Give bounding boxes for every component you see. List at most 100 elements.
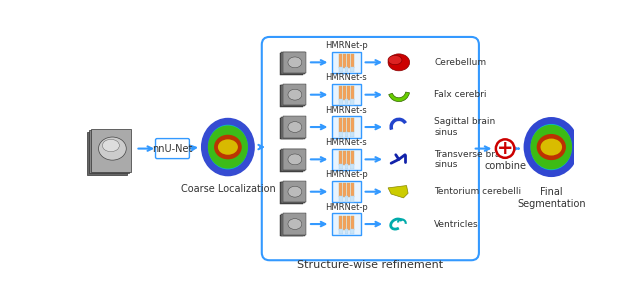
FancyBboxPatch shape: [332, 181, 361, 202]
Circle shape: [496, 139, 515, 158]
FancyBboxPatch shape: [343, 216, 346, 230]
FancyBboxPatch shape: [280, 215, 303, 236]
Text: +: +: [497, 139, 513, 158]
FancyBboxPatch shape: [262, 37, 479, 260]
FancyBboxPatch shape: [91, 129, 131, 172]
FancyBboxPatch shape: [351, 151, 355, 165]
Text: Falx cerebri: Falx cerebri: [435, 90, 487, 99]
Ellipse shape: [214, 135, 242, 159]
FancyBboxPatch shape: [350, 99, 354, 105]
FancyBboxPatch shape: [283, 116, 306, 138]
FancyBboxPatch shape: [283, 52, 306, 73]
Ellipse shape: [208, 125, 248, 169]
FancyBboxPatch shape: [282, 85, 305, 106]
FancyBboxPatch shape: [332, 213, 361, 235]
Ellipse shape: [288, 89, 302, 100]
FancyBboxPatch shape: [343, 86, 346, 100]
Ellipse shape: [288, 186, 302, 197]
FancyBboxPatch shape: [350, 229, 354, 234]
FancyBboxPatch shape: [332, 116, 361, 138]
FancyBboxPatch shape: [343, 183, 346, 197]
FancyBboxPatch shape: [343, 151, 346, 165]
FancyBboxPatch shape: [332, 149, 361, 170]
FancyBboxPatch shape: [343, 54, 346, 68]
Ellipse shape: [218, 139, 238, 155]
FancyBboxPatch shape: [280, 53, 303, 75]
FancyBboxPatch shape: [351, 216, 355, 230]
FancyBboxPatch shape: [89, 130, 129, 173]
Text: Tentorium cerebelli: Tentorium cerebelli: [435, 187, 522, 196]
FancyBboxPatch shape: [351, 183, 355, 197]
FancyBboxPatch shape: [347, 183, 350, 197]
FancyBboxPatch shape: [332, 84, 361, 106]
FancyBboxPatch shape: [280, 150, 303, 172]
FancyBboxPatch shape: [283, 181, 306, 202]
FancyBboxPatch shape: [283, 149, 306, 170]
FancyBboxPatch shape: [339, 151, 342, 165]
FancyBboxPatch shape: [339, 216, 342, 230]
Ellipse shape: [531, 124, 572, 170]
Text: HMRNet-p: HMRNet-p: [325, 203, 368, 212]
Ellipse shape: [388, 54, 410, 71]
FancyBboxPatch shape: [344, 196, 348, 202]
Ellipse shape: [99, 137, 126, 160]
Polygon shape: [388, 186, 408, 198]
FancyBboxPatch shape: [282, 149, 305, 171]
FancyBboxPatch shape: [332, 52, 361, 73]
FancyBboxPatch shape: [282, 117, 305, 139]
FancyBboxPatch shape: [280, 86, 303, 107]
FancyBboxPatch shape: [339, 229, 343, 234]
Ellipse shape: [531, 125, 572, 169]
FancyBboxPatch shape: [339, 54, 342, 68]
FancyBboxPatch shape: [350, 164, 354, 169]
Text: combine: combine: [484, 161, 526, 171]
Text: nnU-Net: nnU-Net: [152, 144, 193, 154]
FancyBboxPatch shape: [344, 132, 348, 137]
FancyBboxPatch shape: [339, 196, 343, 202]
FancyBboxPatch shape: [344, 67, 348, 72]
FancyBboxPatch shape: [280, 118, 303, 139]
FancyBboxPatch shape: [339, 99, 343, 105]
FancyBboxPatch shape: [350, 132, 354, 137]
FancyBboxPatch shape: [282, 214, 305, 236]
Ellipse shape: [524, 117, 579, 177]
FancyBboxPatch shape: [347, 119, 350, 132]
FancyBboxPatch shape: [347, 151, 350, 165]
FancyBboxPatch shape: [339, 86, 342, 100]
FancyBboxPatch shape: [339, 119, 342, 132]
Ellipse shape: [388, 55, 402, 65]
Text: Coarse Localization: Coarse Localization: [180, 184, 275, 194]
FancyBboxPatch shape: [343, 119, 346, 132]
Wedge shape: [388, 92, 410, 101]
Text: HMRNet-s: HMRNet-s: [326, 138, 367, 147]
Text: Sagittal brain
sinus: Sagittal brain sinus: [435, 117, 495, 137]
Ellipse shape: [102, 139, 119, 152]
FancyBboxPatch shape: [350, 196, 354, 202]
Text: Cerebellum: Cerebellum: [435, 58, 486, 67]
FancyBboxPatch shape: [351, 86, 355, 100]
Text: Transverse brain
sinus: Transverse brain sinus: [435, 150, 509, 169]
FancyBboxPatch shape: [339, 183, 342, 197]
FancyBboxPatch shape: [282, 52, 305, 74]
FancyBboxPatch shape: [339, 164, 343, 169]
FancyBboxPatch shape: [156, 139, 189, 159]
Ellipse shape: [288, 219, 302, 230]
Text: Final
Segmentation: Final Segmentation: [517, 187, 586, 209]
Text: HMRNet-p: HMRNet-p: [325, 41, 368, 50]
Ellipse shape: [201, 118, 255, 176]
FancyBboxPatch shape: [339, 132, 343, 137]
Ellipse shape: [288, 154, 302, 165]
FancyBboxPatch shape: [344, 164, 348, 169]
FancyBboxPatch shape: [283, 213, 306, 235]
FancyBboxPatch shape: [350, 67, 354, 72]
FancyBboxPatch shape: [339, 67, 343, 72]
FancyBboxPatch shape: [344, 229, 348, 234]
Text: Ventricles: Ventricles: [435, 219, 479, 229]
FancyBboxPatch shape: [282, 182, 305, 203]
Text: Structure-wise refinement: Structure-wise refinement: [298, 260, 444, 270]
Text: HMRNet-p: HMRNet-p: [325, 171, 368, 179]
Ellipse shape: [541, 139, 562, 155]
Text: HMRNet-s: HMRNet-s: [326, 106, 367, 115]
FancyBboxPatch shape: [344, 99, 348, 105]
Ellipse shape: [288, 122, 302, 132]
